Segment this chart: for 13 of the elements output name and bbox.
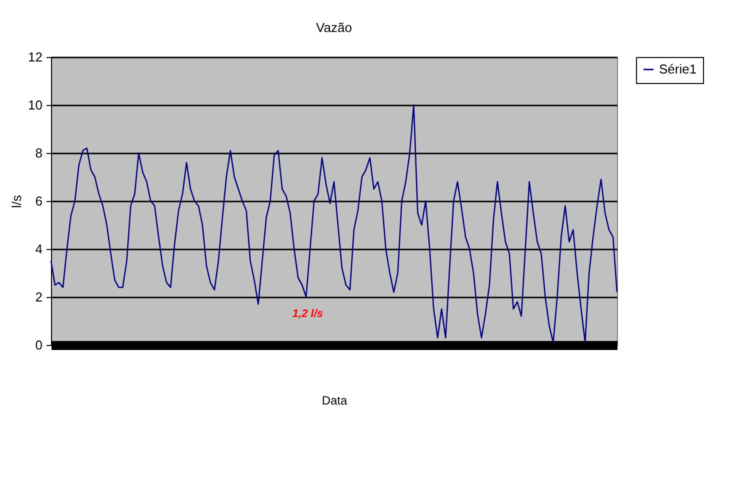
y-tick-label: 2 (35, 290, 42, 304)
y-tick-label: 4 (35, 242, 42, 256)
legend-label: Série1 (659, 62, 697, 76)
y-tick-label: 8 (35, 146, 42, 160)
y-tick-label: 10 (28, 98, 42, 112)
x-axis-title: Data (322, 394, 348, 408)
y-axis-title: l/s (9, 194, 24, 208)
y-tick-label: 12 (28, 50, 42, 64)
annotation: 1,2 l/s (292, 308, 323, 320)
chart-title: Vazão (316, 20, 352, 35)
line-series (50, 104, 618, 344)
y-tick-label: 6 (35, 194, 42, 208)
y-tick-label: 0 (35, 338, 42, 352)
